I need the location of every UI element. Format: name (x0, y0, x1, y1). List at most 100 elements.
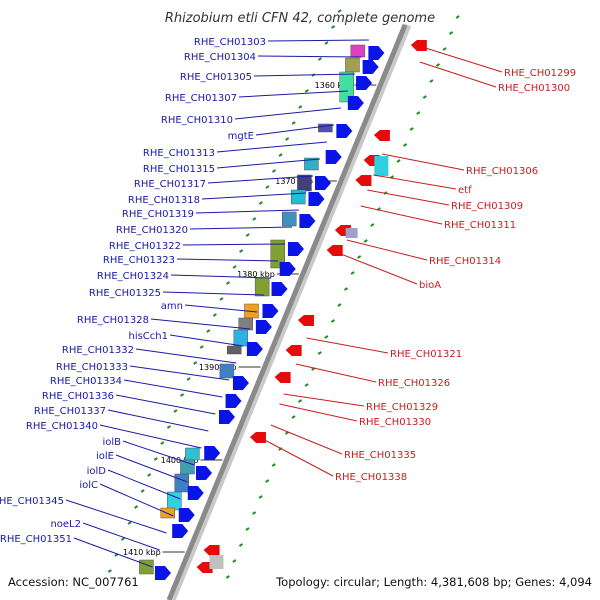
gene-block (227, 345, 242, 355)
leader-line (253, 73, 355, 77)
reverse-gene-arrow (203, 545, 220, 556)
rna-tick (193, 361, 198, 365)
gene-label-right: RHE_CH01311 (444, 220, 516, 231)
leader-line (73, 537, 153, 568)
gene-label-left: RHE_CH01332 (62, 345, 134, 356)
gene-label-left: RHE_CH01304 (184, 52, 256, 63)
gene-label-left: RHE_CH01345 (0, 496, 64, 507)
gene-block (180, 459, 195, 475)
rna-tick (186, 377, 191, 381)
leader-line (267, 39, 369, 42)
forward-gene-arrow (287, 242, 304, 256)
forward-gene-arrow (362, 60, 379, 74)
leader-line (129, 365, 230, 381)
gene-label-left: RHE_CH01351 (0, 534, 72, 545)
forward-gene-arrow (325, 150, 342, 164)
gene-block (281, 211, 297, 227)
forward-gene-arrow (218, 410, 235, 424)
gene-label-right: RHE_CH01329 (366, 402, 438, 413)
rna-tick (343, 287, 349, 291)
reverse-gene-arrow (274, 372, 291, 383)
map-title: Rhizobium etli CFN 42, complete genome (165, 11, 435, 26)
rna-tick (317, 57, 323, 61)
rna-tick (199, 345, 204, 349)
gene-block (345, 228, 358, 238)
leader-line (115, 454, 188, 483)
reverse-gene-arrow (410, 40, 427, 51)
leader-line (340, 253, 418, 285)
forward-gene-arrow (154, 566, 171, 580)
gene-label-left: RHE_CH01333 (56, 362, 128, 373)
gene-label-left: RHE_CH01319 (122, 209, 194, 220)
rna-tick (337, 303, 342, 307)
gene-block (233, 329, 249, 347)
gene-label-right: RHE_CH01338 (335, 472, 407, 483)
leader-line (306, 337, 389, 354)
gene-label-left: RHE_CH01325 (89, 288, 161, 299)
forward-gene-arrow (271, 282, 288, 296)
rna-tick (291, 121, 296, 125)
gene-label-left: RHE_CH01320 (116, 225, 188, 236)
rna-tick (258, 201, 263, 205)
rna-tick (225, 575, 230, 579)
rna-tick (252, 217, 257, 221)
genome-summary-text: Topology: circular; Length: 4,381,608 bp… (275, 575, 592, 589)
forward-gene-arrow (255, 320, 272, 334)
leader-line (107, 409, 209, 432)
gene-block (374, 156, 389, 176)
rna-tick (357, 255, 362, 259)
scale-label: 1380 kbp (237, 270, 275, 279)
rna-tick (285, 137, 290, 141)
gene-label-left: RHE_CH01313 (143, 148, 215, 159)
rna-tick (179, 393, 185, 397)
leader-line (135, 348, 237, 364)
gene-label-left: RHE_CH01334 (50, 376, 122, 387)
forward-gene-arrow (225, 394, 242, 408)
rna-tick (331, 25, 336, 29)
rna-tick (298, 105, 303, 109)
gene-label-right: bioA (419, 280, 441, 291)
gene-label-left: RHE_CH01324 (97, 271, 169, 282)
gene-block (345, 57, 360, 73)
rna-tick (120, 537, 126, 541)
rna-tick (166, 425, 171, 429)
gene-label-left: RHE_CH01315 (143, 164, 215, 175)
gene-block (219, 363, 235, 379)
rna-tick (370, 223, 375, 227)
rna-tick (455, 15, 460, 19)
gene-label-left: RHE_CH01337 (34, 406, 106, 417)
rna-tick (153, 457, 158, 461)
gene-label-left: RHE_CH01303 (194, 37, 266, 48)
forward-gene-arrow (279, 262, 296, 276)
rna-tick (337, 9, 342, 13)
gene-label-right: etf (458, 185, 472, 196)
rna-tick (147, 473, 152, 477)
gene-block (350, 44, 366, 58)
gene-block (304, 157, 319, 171)
gene-block (174, 473, 189, 493)
leader-line (162, 291, 265, 296)
leader-line (150, 318, 251, 330)
gene-label-left: hisCch1 (128, 331, 168, 342)
leader-line (234, 107, 341, 120)
reverse-gene-arrow (297, 315, 314, 326)
rna-tick (363, 239, 368, 243)
rna-tick (140, 489, 145, 493)
rna-tick (449, 31, 454, 35)
forward-gene-arrow (308, 192, 325, 206)
rna-tick (239, 249, 244, 253)
rna-tick (435, 63, 441, 67)
reverse-gene-arrow (355, 175, 372, 186)
forward-gene-arrow (347, 96, 364, 110)
forward-gene-arrow (315, 176, 332, 190)
forward-gene-arrow (204, 446, 221, 460)
leader-line (279, 403, 358, 422)
gene-block (318, 123, 333, 133)
gene-label-left: amn (161, 301, 183, 312)
scale-label: 1390 kbp (199, 363, 237, 372)
reverse-gene-arrow (326, 245, 343, 256)
leader-line (346, 239, 428, 261)
rna-tick (271, 169, 277, 173)
gene-label-right: RHE_CH01335 (344, 450, 416, 461)
rna-tick (278, 153, 283, 157)
